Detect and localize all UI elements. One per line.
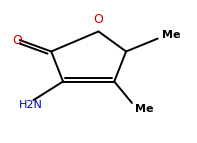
Text: Me: Me: [135, 104, 153, 114]
Text: O: O: [12, 34, 22, 46]
Text: H2N: H2N: [19, 100, 43, 110]
Text: O: O: [94, 13, 103, 26]
Text: Me: Me: [162, 30, 180, 40]
